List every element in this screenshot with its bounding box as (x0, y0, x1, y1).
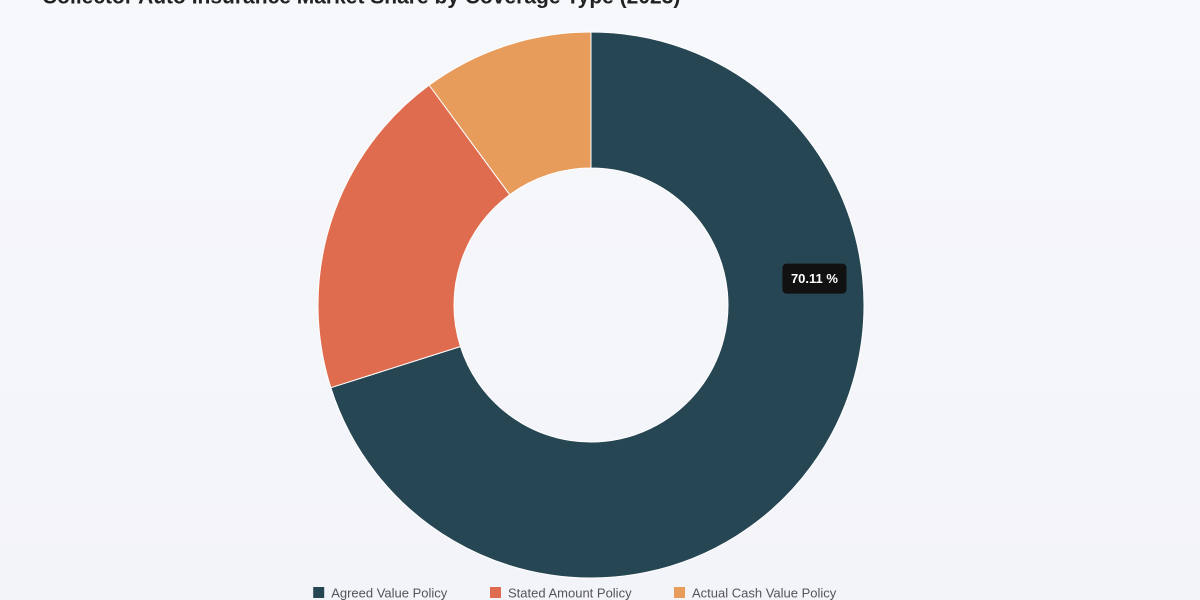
data-label: 70.11 % (782, 263, 847, 294)
legend-label: Stated Amount Policy (508, 585, 632, 600)
legend-swatch (490, 587, 501, 598)
legend-swatch (674, 587, 685, 598)
donut-slice (330, 31, 865, 579)
donut-slice (317, 84, 511, 389)
chart-title: Collector Auto Insurance Market Share by… (42, 0, 680, 9)
legend-swatch (313, 587, 325, 598)
data-label-box (782, 263, 847, 294)
legend-label: Agreed Value Policy (331, 585, 448, 600)
legend-label: Actual Cash Value Policy (692, 585, 837, 600)
donut-slice (428, 31, 592, 196)
data-label-text: 70.11 % (791, 271, 838, 286)
